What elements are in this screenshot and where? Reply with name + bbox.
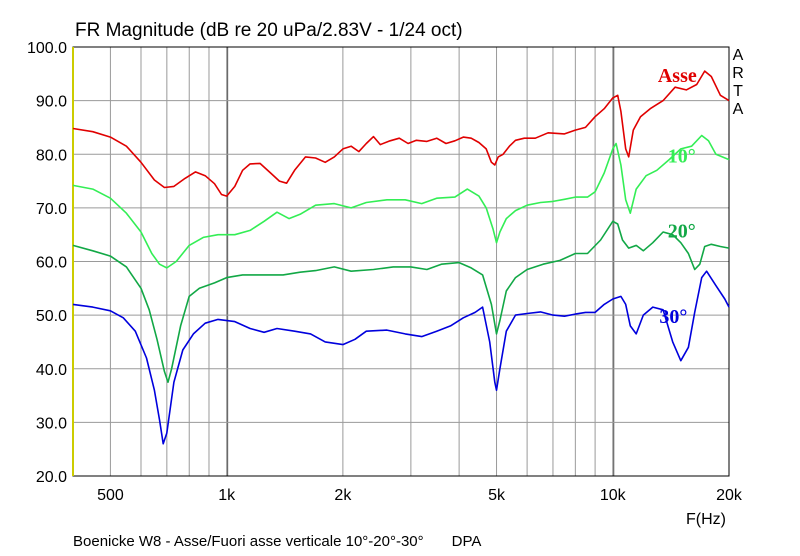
series-label: Asse	[658, 65, 697, 87]
x-tick-label: 500	[97, 487, 124, 504]
x-tick-label: 1k	[218, 487, 236, 504]
x-tick-label: 5k	[488, 487, 506, 504]
y-tick-label: 80.0	[36, 147, 67, 164]
arta-letter: A	[732, 47, 744, 64]
arta-letter: A	[732, 101, 744, 118]
y-tick-label: 40.0	[36, 362, 67, 379]
series-line	[72, 70, 730, 197]
footer-tag: DPA	[451, 533, 482, 550]
y-tick-label: 20.0	[36, 469, 67, 486]
series-line	[72, 134, 730, 269]
y-tick-label: 70.0	[36, 201, 67, 218]
series-label: 10°	[668, 145, 696, 167]
arta-letter: R	[732, 65, 744, 82]
y-tick-label: 60.0	[36, 255, 67, 272]
series-label: 20°	[668, 220, 696, 242]
x-tick-label: 20k	[716, 487, 743, 504]
arta-letter: T	[733, 83, 743, 100]
series-label: 30°	[659, 306, 687, 328]
y-tick-label: 100.0	[27, 40, 67, 57]
series-line	[72, 220, 730, 383]
series-line	[72, 270, 730, 445]
y-tick-label: 90.0	[36, 94, 67, 111]
arta-brand: A R T A	[731, 47, 745, 119]
x-axis-label: F(Hz)	[686, 511, 726, 528]
x-tick-label: 2k	[334, 487, 352, 504]
x-tick-label: 10k	[600, 487, 627, 504]
footer-text: Boenicke W8 - Asse/Fuori asse verticale …	[73, 533, 424, 550]
y-tick-label: 30.0	[36, 415, 67, 432]
y-tick-label: 50.0	[36, 308, 67, 325]
footer-caption: Boenicke W8 - Asse/Fuori asse verticale …	[73, 533, 481, 550]
chart-title: FR Magnitude (dB re 20 uPa/2.83V - 1/24 …	[75, 20, 463, 41]
